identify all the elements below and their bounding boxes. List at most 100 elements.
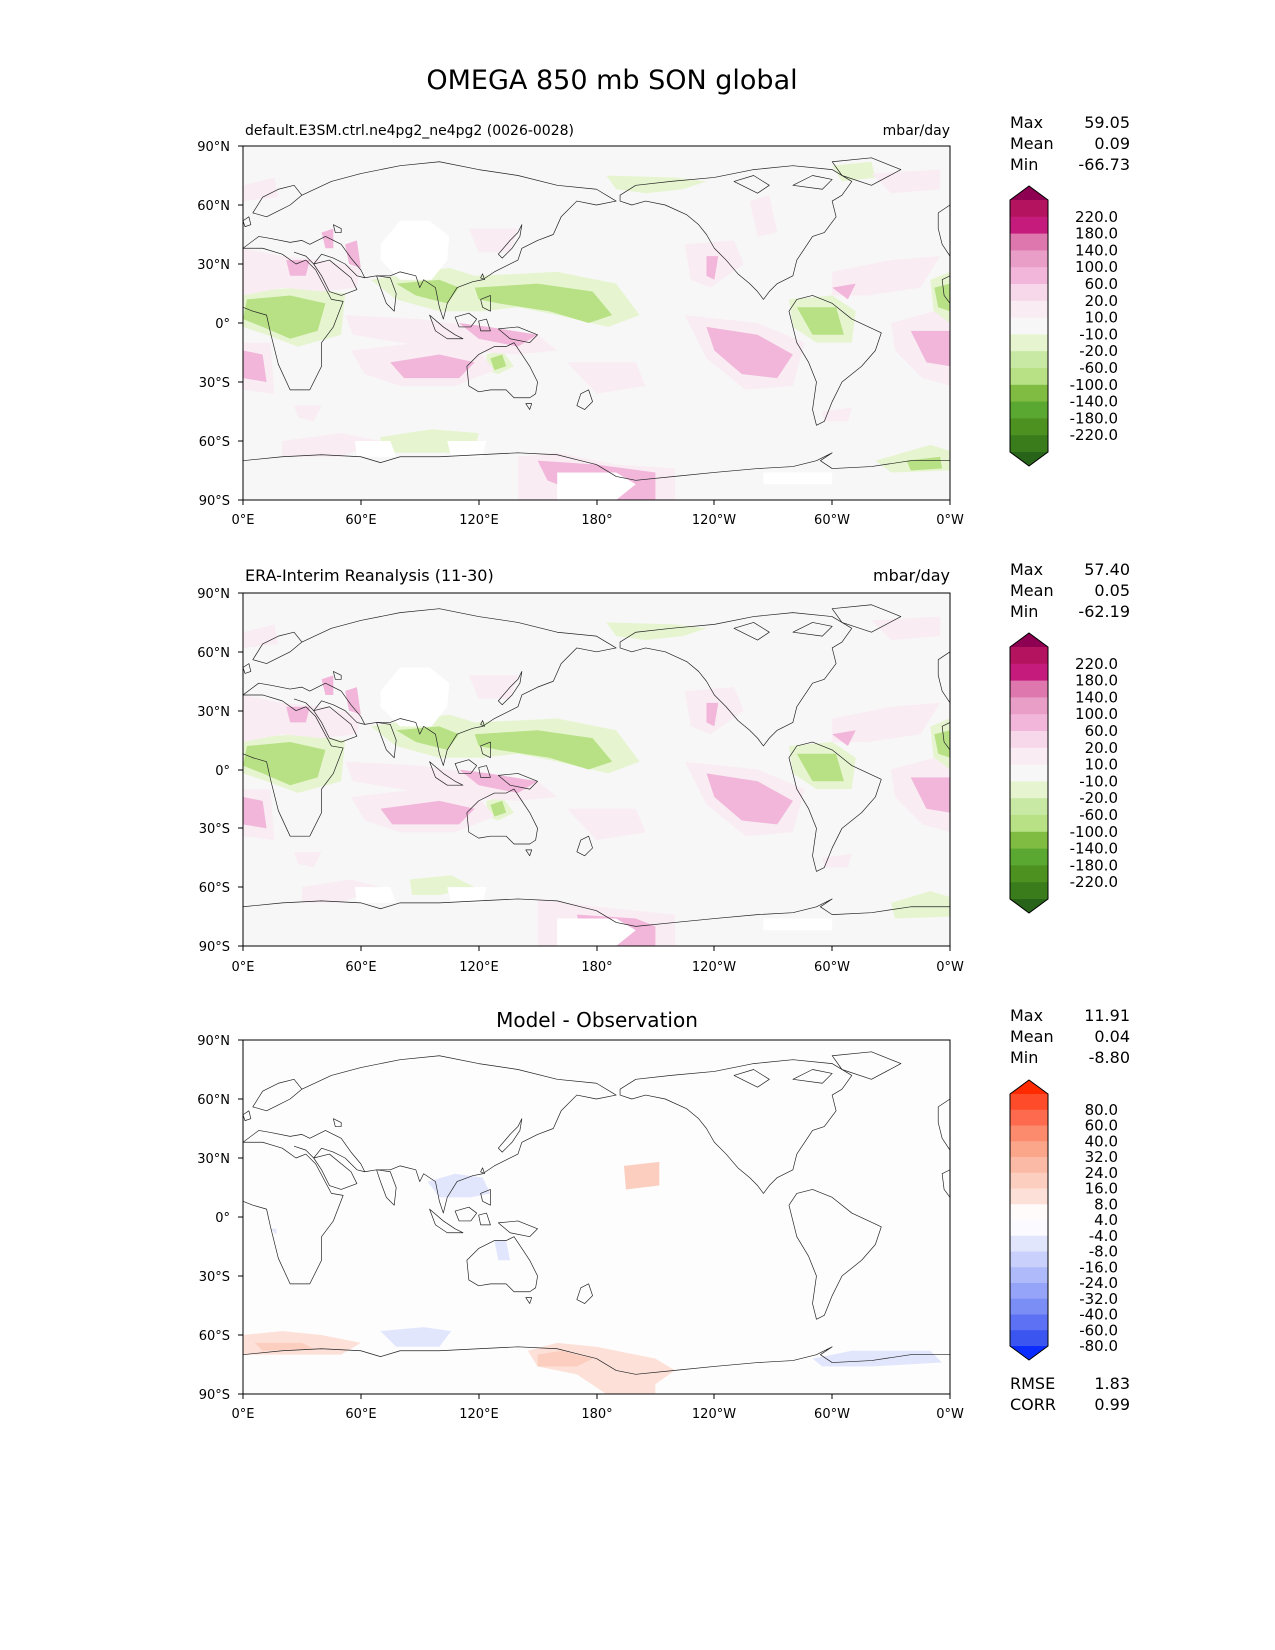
stat-value-min: -62.19	[1078, 602, 1130, 621]
stat-label-mean: Mean	[1010, 581, 1054, 600]
panel-test: default.E3SM.ctrl.ne4pg2_ne4pg2 (0026-00…	[197, 113, 1130, 528]
lon-tick: 0°E	[232, 1407, 255, 1422]
colorbar-reference: 220.0180.0140.0100.060.020.010.0-10.0-20…	[1009, 632, 1118, 914]
panel-reference-units: mbar/day	[873, 566, 950, 585]
lat-tick: 30°N	[197, 705, 230, 720]
colorbar-swatch	[1010, 200, 1048, 218]
stats-test: Max 59.05 Mean 0.09 Min -66.73	[1010, 113, 1130, 174]
lat-tick: 90°N	[197, 587, 230, 602]
stat-label-mean: Mean	[1010, 1027, 1054, 1046]
colorbar-tick-label: 100.0	[1075, 258, 1118, 276]
contour-fills	[243, 616, 950, 946]
stats-diff: Max 11.91 Mean 0.04 Min -8.80 RMSE 1.83 …	[1010, 1006, 1130, 1414]
contour-fills	[243, 161, 950, 500]
lat-tick: 90°S	[199, 940, 230, 955]
colorbar-swatch	[1010, 401, 1048, 419]
lat-axis: 90°N 60°N 30°N 0° 30°S 60°S 90°S	[197, 1034, 243, 1403]
colorbar-swatch	[1010, 747, 1048, 766]
panel-test-units: mbar/day	[883, 123, 950, 139]
colorbar-swatch	[1010, 233, 1048, 251]
colorbar-tick-label: 140.0	[1075, 241, 1118, 259]
colorbar-tick-label: 180.0	[1075, 672, 1118, 690]
colorbar-tick-label: -220.0	[1070, 426, 1118, 444]
colorbar-swatch	[1010, 1125, 1048, 1142]
lat-tick: 90°N	[197, 1034, 230, 1049]
panel-test-title: default.E3SM.ctrl.ne4pg2_ne4pg2 (0026-00…	[245, 123, 574, 139]
colorbar-swatch	[1010, 731, 1048, 749]
colorbar-tick-label: -4.0	[1089, 1227, 1118, 1245]
colorbar-swatch	[1010, 781, 1048, 799]
colorbar-swatch	[1010, 1220, 1048, 1237]
colorbar-swatch	[1010, 384, 1048, 403]
colorbar-swatch	[1010, 1094, 1048, 1111]
lon-tick: 120°E	[459, 960, 499, 975]
colorbar-swatch	[1010, 284, 1048, 302]
colorbar-tick-label: 10.0	[1085, 309, 1118, 327]
colorbar-swatch	[1010, 1251, 1048, 1268]
colorbar-diff: 80.060.040.032.024.016.08.04.0-4.0-8.0-1…	[1009, 1079, 1118, 1361]
colorbar-tick-label: 100.0	[1075, 705, 1118, 723]
stat-value-min: -66.73	[1078, 155, 1130, 174]
colorbar-swatch	[1010, 815, 1048, 833]
lon-tick: 0°E	[232, 513, 255, 528]
colorbar-extension-max	[1010, 633, 1048, 647]
colorbar-tick-label: -60.0	[1079, 806, 1118, 824]
colorbar-swatch	[1010, 250, 1048, 268]
stat-label-rmse: RMSE	[1010, 1374, 1055, 1393]
lat-tick: 0°	[215, 1211, 230, 1226]
colorbar-tick-label: -8.0	[1089, 1243, 1118, 1261]
stat-label-mean: Mean	[1010, 134, 1054, 153]
stat-value-mean: 0.04	[1094, 1027, 1130, 1046]
lat-tick: 0°	[215, 764, 230, 779]
colorbar-tick-label: -20.0	[1079, 342, 1118, 360]
stat-label-min: Min	[1010, 155, 1038, 174]
colorbar-swatch	[1010, 351, 1048, 369]
stat-label-max: Max	[1010, 113, 1043, 132]
colorbar-tick-label: 32.0	[1085, 1148, 1118, 1166]
colorbar-tick-label: 16.0	[1085, 1180, 1118, 1198]
colorbar-swatch	[1010, 882, 1048, 900]
stat-label-min: Min	[1010, 602, 1038, 621]
colorbar-tick-label: -60.0	[1079, 359, 1118, 377]
colorbar-tick-label: 10.0	[1085, 756, 1118, 774]
lat-tick: 90°N	[197, 140, 230, 155]
lat-tick: 30°S	[199, 822, 230, 837]
lon-tick: 120°E	[459, 513, 499, 528]
stat-label-min: Min	[1010, 1048, 1038, 1067]
lat-tick: 30°S	[199, 376, 230, 391]
colorbar-extension-min	[1010, 899, 1048, 913]
colorbar-tick-label: -32.0	[1079, 1290, 1118, 1308]
colorbar-swatch	[1010, 1330, 1048, 1347]
colorbar-tick-label: -100.0	[1070, 823, 1118, 841]
colorbar-tick-label: -20.0	[1079, 789, 1118, 807]
stat-value-rmse: 1.83	[1094, 1374, 1130, 1393]
lon-tick: 120°E	[459, 1407, 499, 1422]
stat-label-max: Max	[1010, 560, 1043, 579]
lon-tick: 180°	[581, 513, 612, 528]
colorbar-tick-label: -60.0	[1079, 1321, 1118, 1339]
lon-tick: 60°W	[814, 1407, 850, 1422]
lon-tick: 0°W	[936, 513, 964, 528]
colorbar-swatch	[1010, 300, 1048, 319]
lon-tick: 180°	[581, 1407, 612, 1422]
stat-value-mean: 0.05	[1094, 581, 1130, 600]
colorbar-swatch	[1010, 1157, 1048, 1174]
colorbar-swatch	[1010, 647, 1048, 665]
stat-value-mean: 0.09	[1094, 134, 1130, 153]
colorbar-swatch	[1010, 1298, 1048, 1315]
colorbar-outline	[1009, 1079, 1049, 1361]
lat-tick: 30°S	[199, 1270, 230, 1285]
colorbar-swatch	[1010, 418, 1048, 436]
lon-tick: 120°W	[692, 960, 736, 975]
panel-reference-title: ERA-Interim Reanalysis (11-30)	[245, 566, 494, 585]
panel-reference: ERA-Interim Reanalysis (11-30) mbar/day	[197, 560, 1130, 975]
colorbar-swatch	[1010, 848, 1048, 866]
map-test	[243, 157, 950, 500]
colorbar-swatch	[1010, 1109, 1048, 1126]
colorbar-swatch	[1010, 865, 1048, 883]
lon-tick: 60°E	[345, 513, 376, 528]
colorbar-tick-label: 20.0	[1085, 292, 1118, 310]
panel-diff: Model - Observation	[197, 1006, 1130, 1422]
colorbar-swatch	[1010, 1235, 1048, 1252]
lon-tick: 60°E	[345, 960, 376, 975]
